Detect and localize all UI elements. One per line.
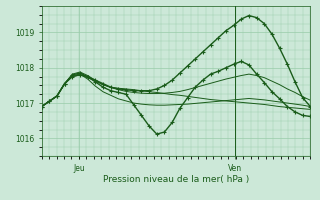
- X-axis label: Pression niveau de la mer( hPa ): Pression niveau de la mer( hPa ): [103, 175, 249, 184]
